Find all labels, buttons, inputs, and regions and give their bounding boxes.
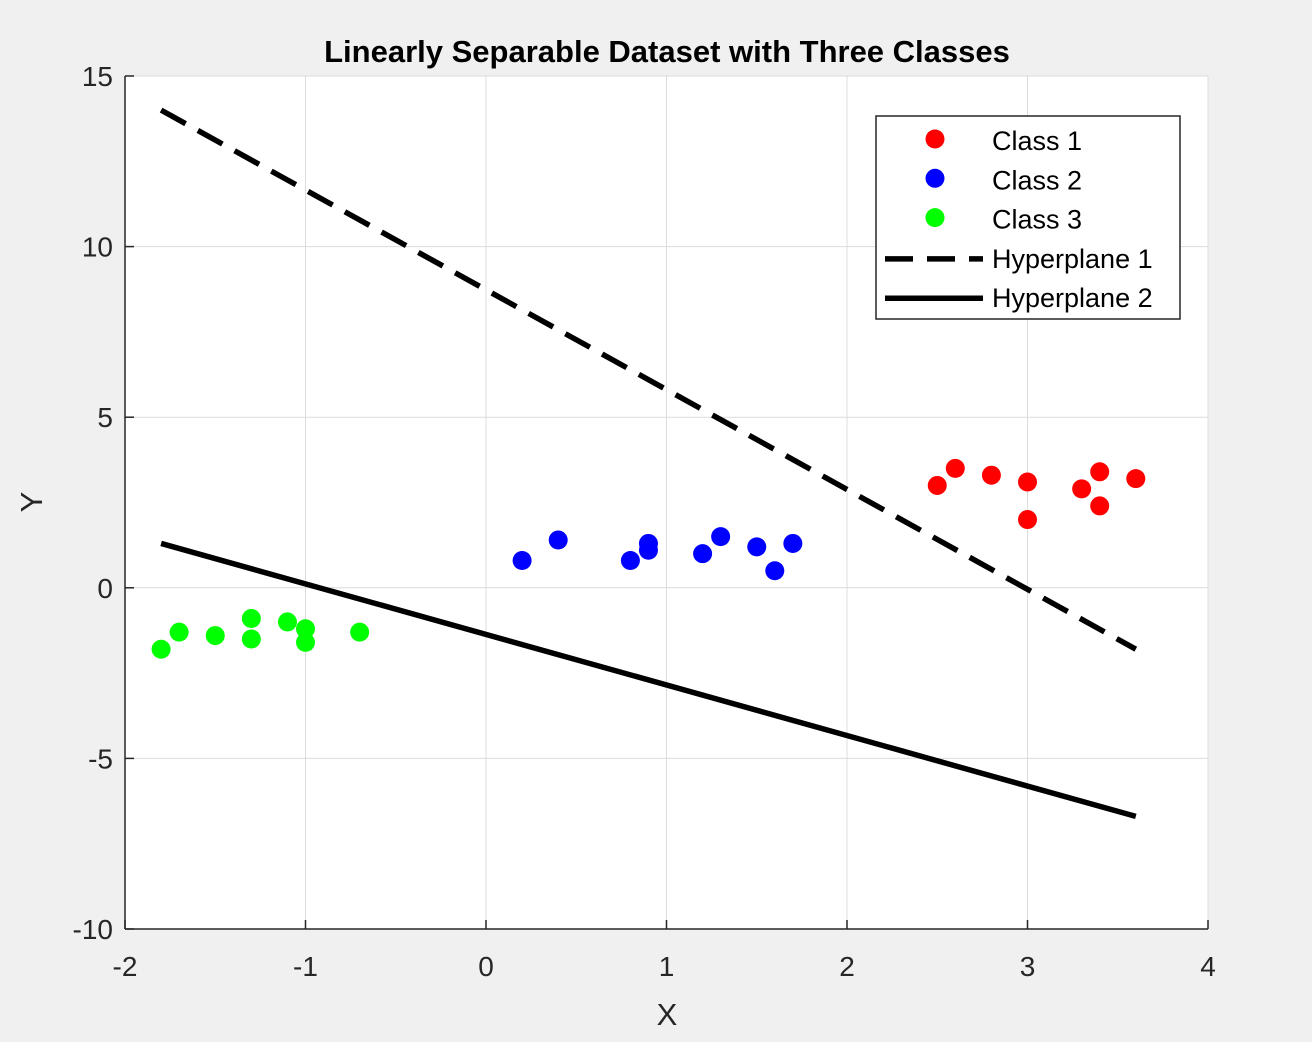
class-3-point <box>241 609 261 629</box>
chart-title: Linearly Separable Dataset with Three Cl… <box>324 34 1010 69</box>
y-tick-label: -5 <box>88 743 113 774</box>
x-axis-label: X <box>657 997 678 1032</box>
x-tick-label: 1 <box>659 951 675 982</box>
x-tick-label: 2 <box>839 951 855 982</box>
class-3-point <box>350 622 370 642</box>
legend-class-1-marker <box>925 129 945 149</box>
class-2-point <box>512 551 532 571</box>
class-2-point <box>620 551 640 571</box>
legend-class-2-label: Class 2 <box>992 165 1082 195</box>
y-axis-label: Y <box>14 492 49 513</box>
class-3-point <box>169 622 189 642</box>
class-1-point <box>1072 479 1092 499</box>
class-1-point <box>945 458 965 478</box>
y-tick-labels: -10 -5 0 5 10 15 <box>73 61 113 945</box>
class-3-point <box>205 626 225 646</box>
axes <box>124 75 1209 930</box>
class-2-point <box>765 561 785 581</box>
legend-class-1-label: Class 1 <box>992 126 1082 156</box>
class-3-point <box>296 632 315 652</box>
legend-class-3-label: Class 3 <box>992 205 1082 235</box>
legend-hyperplane-2-label: Hyperplane 2 <box>992 283 1153 313</box>
class-2-point <box>638 540 658 560</box>
class-2-point <box>783 533 803 553</box>
y-tick-label: 10 <box>82 232 113 263</box>
y-tick-label: 15 <box>82 61 113 92</box>
legend: Class 1 Class 2 Class 3 Hyperplane 1 Hyperpl… <box>875 115 1181 320</box>
class-1-point <box>1090 462 1110 482</box>
class-3-point <box>296 619 315 639</box>
class-2-point <box>747 537 767 557</box>
y-tick-label: 5 <box>97 402 113 433</box>
legend-class-2-marker <box>925 168 945 188</box>
class-1-point <box>1018 472 1037 492</box>
x-tick-label: 4 <box>1200 951 1216 982</box>
class-1-point <box>1018 510 1037 530</box>
legend-box <box>875 115 1181 320</box>
x-tick-label: 0 <box>478 951 494 982</box>
class-1-point <box>1090 496 1110 516</box>
class-2-point <box>711 527 731 547</box>
data-points <box>151 458 1146 659</box>
y-tick-label: 0 <box>97 573 113 604</box>
x-tick-label: -1 <box>293 951 318 982</box>
legend-hyperplane-1-label: Hyperplane 1 <box>992 244 1153 274</box>
x-tick-label: 3 <box>1020 951 1036 982</box>
legend-class-3-marker <box>925 208 945 228</box>
x-tick-labels: -2 -1 0 1 2 3 4 <box>113 951 1216 982</box>
class-3-point <box>241 629 261 649</box>
x-tick-label: -2 <box>113 951 138 982</box>
class-2-point <box>548 530 568 550</box>
class-3-point <box>151 639 171 659</box>
hyperplane-2-line <box>160 540 1137 820</box>
class-3-point <box>277 612 297 632</box>
class-1-point <box>927 475 947 495</box>
y-tick-label: -10 <box>73 914 113 945</box>
class-1-point <box>1126 469 1146 489</box>
class-1-point <box>981 465 1001 485</box>
class-2-point <box>693 544 713 564</box>
hyperplane-1-line <box>159 107 1138 652</box>
hyperplane-lines <box>159 107 1138 820</box>
